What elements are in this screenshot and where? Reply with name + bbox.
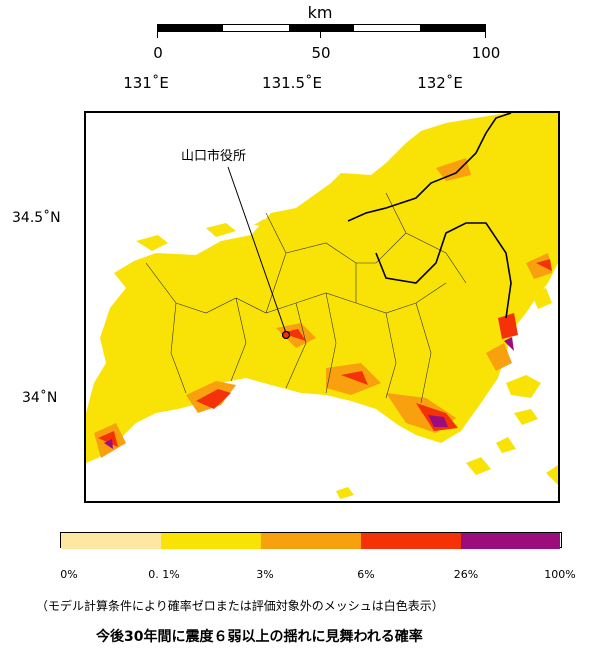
hazard-zone — [504, 337, 514, 351]
scale-segment — [420, 25, 485, 31]
landmass — [466, 457, 491, 475]
landmass — [206, 223, 236, 237]
scale-tick-label: 50 — [311, 44, 331, 62]
landmass — [336, 487, 354, 499]
map-caption: 今後30年間に震度６弱以上の揺れに見舞われる確率 — [96, 629, 423, 645]
municipal-boundary — [145, 192, 467, 404]
city-marker — [281, 330, 291, 340]
legend-label: 100% — [544, 568, 576, 581]
legend-label: 26% — [453, 568, 479, 581]
legend — [60, 532, 562, 552]
latitude-label: 34˚N — [22, 390, 58, 406]
scale-segment — [289, 25, 354, 31]
hazard-zone — [196, 389, 231, 409]
hazard-zone — [98, 431, 118, 447]
legend-swatch — [261, 533, 361, 549]
legend-label: 0. 1% — [148, 568, 180, 581]
scale-segment — [158, 25, 223, 31]
legend-swatch — [161, 533, 261, 549]
scale-bar-graphic — [157, 24, 486, 32]
landmass — [496, 437, 516, 453]
scale-tick-label: 0 — [153, 44, 163, 62]
hazard-map: 山口市役所 — [84, 111, 560, 503]
scale-tick — [320, 24, 321, 38]
hazard-zone — [428, 415, 448, 427]
city-label: 山口市役所 — [181, 149, 247, 164]
hazard-zone — [526, 253, 552, 279]
scale-tick — [157, 24, 158, 38]
landmass — [136, 235, 168, 251]
hazard-zone — [536, 259, 552, 271]
scale-unit-label: km — [307, 3, 333, 22]
landmass — [531, 288, 552, 309]
longitude-label: 131.5˚E — [262, 74, 322, 92]
landmass — [86, 113, 558, 463]
legend-label: 6% — [357, 568, 375, 581]
hazard-zone — [486, 343, 512, 371]
legend-bar — [60, 532, 562, 549]
landmass — [546, 465, 558, 485]
landmass — [506, 375, 541, 398]
legend-swatch — [361, 533, 461, 549]
legend-swatch — [461, 533, 560, 549]
legend-swatch — [61, 533, 161, 549]
city-leader-line — [227, 166, 287, 334]
longitude-label: 132˚E — [417, 74, 463, 92]
hazard-zone — [498, 313, 518, 339]
legend-note: （モデル計算条件により確率ゼロまたは評価対象外のメッシュは白色表示） — [36, 599, 444, 613]
prefecture-boundary — [347, 113, 512, 319]
landmass — [254, 219, 270, 227]
legend-label: 0% — [60, 568, 78, 581]
scale-tick — [485, 24, 486, 38]
longitude-label: 131˚E — [123, 74, 169, 92]
scale-bar: km 0 50 100 — [0, 0, 593, 70]
latitude-label: 34.5˚N — [12, 210, 61, 226]
scale-tick-label: 100 — [471, 44, 501, 62]
landmass — [514, 409, 538, 425]
map-svg — [86, 113, 558, 499]
hazard-zone — [104, 439, 113, 449]
hazard-zone — [341, 371, 368, 385]
hazard-zone — [436, 158, 471, 181]
legend-label: 3% — [256, 568, 274, 581]
